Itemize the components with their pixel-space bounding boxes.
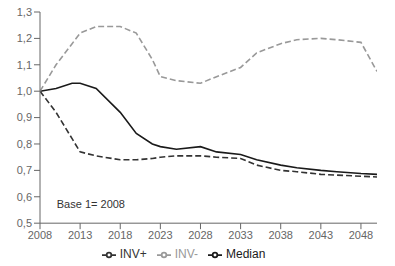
svg-text:1,0: 1,0: [17, 85, 32, 97]
svg-text:0,7: 0,7: [17, 164, 32, 176]
svg-text:2018: 2018: [108, 229, 132, 241]
svg-text:Base 1= 2008: Base 1= 2008: [57, 198, 125, 210]
svg-text:0,6: 0,6: [17, 191, 32, 203]
svg-text:0,9: 0,9: [17, 111, 32, 123]
svg-text:2008: 2008: [28, 229, 52, 241]
svg-text:0,5: 0,5: [17, 217, 32, 229]
html-text:Median: Median: [226, 247, 266, 262]
html-text:INV+: INV+: [119, 247, 147, 262]
svg-text:2023: 2023: [148, 229, 172, 241]
html-text:INV-: INV-: [174, 247, 198, 262]
svg-text:2033: 2033: [228, 229, 252, 241]
svg-text:1,2: 1,2: [17, 32, 32, 44]
svg-text:1,3: 1,3: [17, 6, 32, 18]
svg-text:0,8: 0,8: [17, 138, 32, 150]
svg-text:2028: 2028: [188, 229, 212, 241]
svg-text:2013: 2013: [68, 229, 92, 241]
svg-text:2038: 2038: [268, 229, 292, 241]
svg-text:2043: 2043: [309, 229, 333, 241]
svg-text:2048: 2048: [349, 229, 373, 241]
svg-text:1,1: 1,1: [17, 59, 32, 71]
